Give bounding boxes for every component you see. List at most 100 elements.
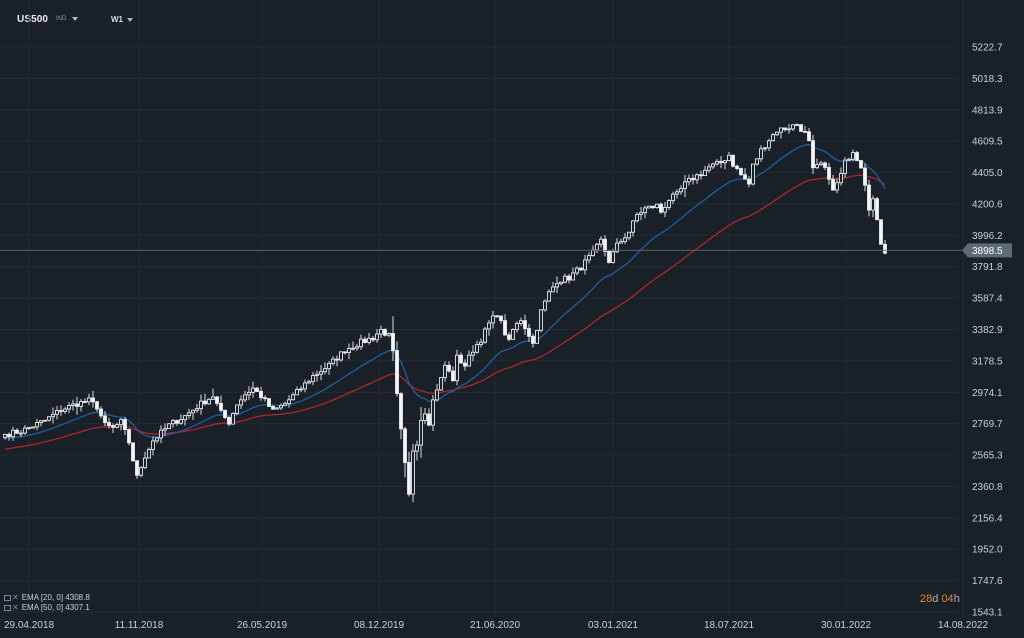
candle bbox=[227, 416, 231, 427]
ema50-label: EMA [50, 0] bbox=[21, 603, 64, 612]
candle bbox=[351, 341, 355, 351]
candle bbox=[187, 408, 191, 419]
candle bbox=[47, 416, 51, 422]
candle bbox=[795, 123, 799, 127]
candle bbox=[247, 386, 251, 400]
candle bbox=[855, 150, 859, 162]
candle bbox=[103, 411, 107, 427]
candle bbox=[779, 127, 783, 139]
candle bbox=[547, 289, 551, 303]
candle bbox=[859, 159, 863, 169]
candle bbox=[403, 426, 407, 478]
candle bbox=[507, 332, 511, 342]
close-icon[interactable]: ✕ bbox=[12, 593, 19, 602]
candle bbox=[503, 314, 507, 336]
y-tick-label: 2156.4 bbox=[972, 513, 1003, 524]
candle bbox=[835, 178, 839, 194]
candle bbox=[275, 407, 279, 410]
candle bbox=[279, 403, 283, 410]
candle bbox=[595, 242, 599, 254]
candle bbox=[539, 308, 543, 333]
candle bbox=[307, 379, 311, 385]
indicator-settings-icon[interactable] bbox=[4, 595, 11, 601]
candle bbox=[659, 202, 663, 214]
y-tick-label: 2565.3 bbox=[972, 451, 1003, 462]
symbol-label[interactable]: US500 bbox=[17, 14, 49, 25]
candle bbox=[159, 425, 163, 444]
timeframe-selector[interactable]: W1 bbox=[111, 15, 123, 24]
countdown-hours-unit: h bbox=[953, 593, 960, 605]
candle bbox=[343, 351, 347, 355]
y-tick-label: 3791.8 bbox=[972, 262, 1003, 273]
candle bbox=[271, 404, 275, 411]
candle bbox=[751, 163, 755, 186]
candle bbox=[363, 336, 367, 344]
candle bbox=[243, 390, 247, 403]
candle bbox=[231, 412, 235, 425]
candle bbox=[111, 423, 115, 434]
candle bbox=[75, 396, 79, 415]
candle bbox=[611, 248, 615, 264]
candle bbox=[839, 167, 843, 186]
candle bbox=[479, 338, 483, 348]
candle bbox=[607, 250, 611, 264]
candle bbox=[35, 418, 39, 431]
candle bbox=[755, 158, 759, 166]
candle bbox=[463, 359, 467, 371]
candle bbox=[495, 314, 499, 318]
candle bbox=[303, 379, 307, 393]
candle bbox=[675, 188, 679, 199]
x-tick-label: 11.11.2018 bbox=[115, 620, 164, 631]
y-tick-label: 4200.6 bbox=[972, 199, 1003, 210]
candle bbox=[775, 131, 779, 137]
candle bbox=[131, 442, 135, 462]
candle bbox=[335, 355, 339, 367]
x-tick-label: 30.01.2022 bbox=[821, 620, 871, 631]
candle bbox=[847, 157, 851, 161]
candle bbox=[391, 316, 395, 362]
candle bbox=[663, 201, 667, 218]
candle bbox=[379, 325, 383, 339]
price-axis: 5222.7 5018.3 4813.9 4609.5 4405.0 4200.6 3996… bbox=[972, 43, 1003, 619]
candle bbox=[235, 404, 239, 416]
candle bbox=[147, 447, 151, 459]
candle bbox=[535, 329, 539, 344]
candle bbox=[15, 428, 19, 434]
close-icon[interactable]: ✕ bbox=[12, 603, 19, 612]
candle bbox=[55, 405, 59, 420]
countdown-hours: 04 bbox=[941, 593, 954, 605]
candle bbox=[671, 191, 675, 205]
candle bbox=[735, 164, 739, 171]
y-tick-label: 3996.2 bbox=[972, 231, 1003, 242]
candle bbox=[151, 436, 155, 456]
timeframe-dropdown-chevron-icon[interactable] bbox=[127, 18, 133, 22]
candle bbox=[211, 388, 215, 400]
x-tick-label: 21.06.2020 bbox=[470, 620, 520, 631]
legend-item-ema50[interactable]: ✕ EMA [50, 0] 4307.1 bbox=[4, 603, 90, 613]
candle bbox=[195, 403, 199, 413]
candle bbox=[399, 392, 403, 440]
candle bbox=[695, 173, 699, 184]
candle bbox=[467, 350, 471, 367]
legend-item-ema20[interactable]: ✕ EMA [20, 0] 4308.8 bbox=[4, 593, 90, 603]
candle bbox=[291, 392, 295, 401]
candle bbox=[655, 203, 659, 209]
current-price-label: 3898.5 bbox=[972, 246, 1003, 257]
candle bbox=[423, 408, 427, 425]
candle bbox=[455, 349, 459, 386]
candle bbox=[295, 386, 299, 396]
indicator-settings-icon[interactable] bbox=[4, 605, 11, 611]
candle bbox=[139, 466, 143, 478]
candle bbox=[91, 390, 95, 408]
candle bbox=[555, 276, 559, 294]
candle bbox=[199, 394, 203, 415]
candle bbox=[319, 365, 323, 381]
candle bbox=[615, 238, 619, 253]
candle bbox=[739, 167, 743, 176]
candle bbox=[475, 340, 479, 354]
candle bbox=[567, 273, 571, 284]
candle bbox=[523, 314, 527, 335]
candle bbox=[579, 267, 583, 272]
symbol-dropdown-chevron-icon[interactable] bbox=[72, 17, 78, 21]
